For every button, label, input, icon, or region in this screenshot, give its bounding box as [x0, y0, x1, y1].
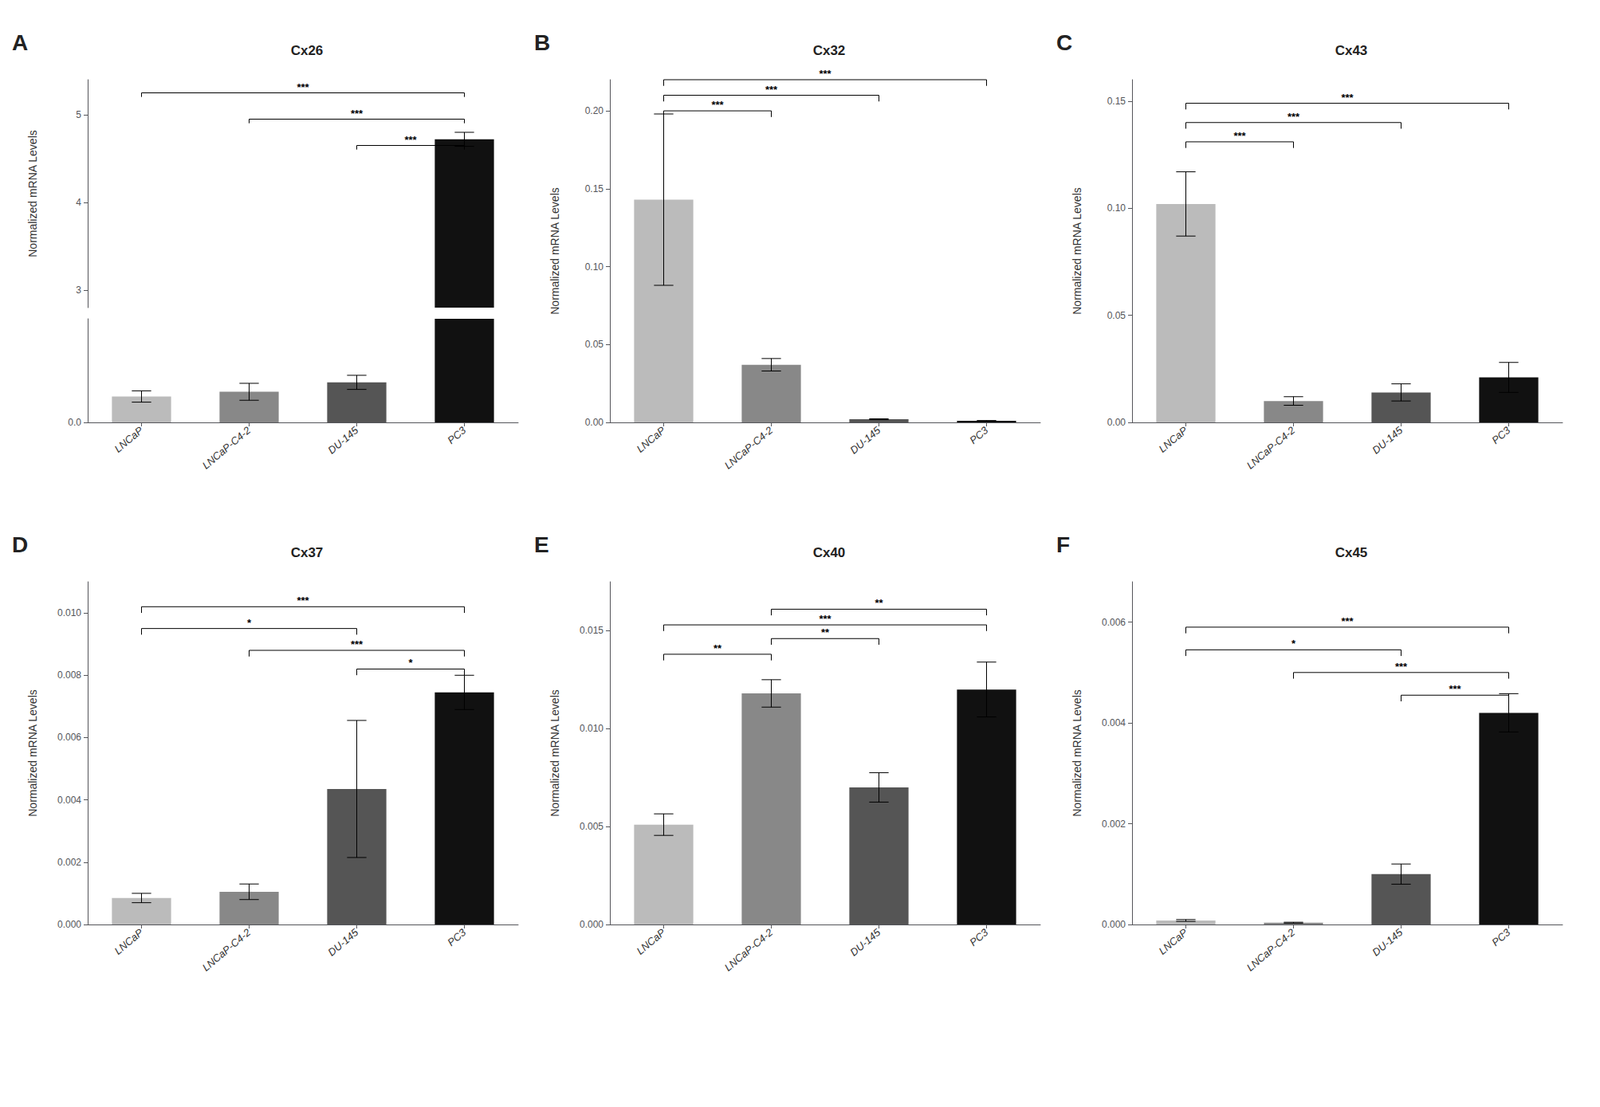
- svg-text:**: **: [821, 626, 830, 639]
- svg-text:DU-145: DU-145: [847, 926, 884, 960]
- svg-text:3: 3: [75, 284, 82, 296]
- svg-text:0.006: 0.006: [1101, 617, 1126, 629]
- svg-text:LNCaP-C4-2: LNCaP-C4-2: [722, 424, 776, 472]
- svg-text:***: ***: [1287, 110, 1301, 123]
- svg-text:Normalized mRNA Levels: Normalized mRNA Levels: [548, 187, 562, 315]
- svg-text:Normalized mRNA Levels: Normalized mRNA Levels: [1070, 689, 1084, 818]
- svg-text:***: ***: [1448, 683, 1462, 696]
- svg-text:DU-145: DU-145: [847, 424, 884, 457]
- svg-text:LNCaP-C4-2: LNCaP-C4-2: [722, 926, 776, 975]
- svg-text:A: A: [11, 30, 28, 56]
- svg-text:0.0: 0.0: [67, 416, 82, 429]
- svg-text:B: B: [534, 30, 551, 56]
- svg-text:***: ***: [350, 107, 364, 120]
- svg-text:0.000: 0.000: [1101, 919, 1126, 931]
- svg-text:***: ***: [765, 83, 779, 96]
- svg-text:PC3: PC3: [967, 424, 991, 447]
- svg-text:E: E: [534, 532, 550, 558]
- svg-text:**: **: [713, 642, 723, 655]
- svg-text:DU-145: DU-145: [325, 424, 362, 457]
- svg-text:**: **: [874, 597, 884, 610]
- svg-text:0.05: 0.05: [1107, 310, 1127, 322]
- svg-text:0.015: 0.015: [579, 625, 604, 637]
- svg-text:Normalized mRNA Levels: Normalized mRNA Levels: [548, 689, 562, 818]
- svg-text:LNCaP-C4-2: LNCaP-C4-2: [1244, 424, 1298, 472]
- svg-text:***: ***: [818, 613, 832, 626]
- svg-text:Cx45: Cx45: [1335, 545, 1369, 561]
- svg-text:0.002: 0.002: [1101, 818, 1126, 830]
- svg-text:Normalized mRNA Levels: Normalized mRNA Levels: [26, 689, 40, 818]
- svg-text:LNCaP: LNCaP: [1156, 926, 1191, 958]
- svg-text:DU-145: DU-145: [1369, 424, 1406, 457]
- svg-text:0.000: 0.000: [57, 919, 82, 931]
- svg-text:***: ***: [296, 594, 310, 607]
- svg-text:Cx32: Cx32: [813, 43, 846, 59]
- svg-text:0.000: 0.000: [579, 919, 604, 931]
- svg-text:*: *: [247, 617, 252, 629]
- svg-text:LNCaP: LNCaP: [634, 424, 669, 456]
- svg-text:***: ***: [350, 638, 364, 651]
- svg-text:LNCaP-C4-2: LNCaP-C4-2: [200, 424, 254, 472]
- svg-text:0.004: 0.004: [1101, 717, 1126, 729]
- svg-text:LNCaP: LNCaP: [634, 926, 669, 958]
- svg-text:DU-145: DU-145: [1369, 926, 1406, 960]
- svg-text:***: ***: [1340, 615, 1354, 628]
- svg-text:PC3: PC3: [1489, 926, 1514, 949]
- svg-text:0.15: 0.15: [1107, 95, 1127, 107]
- svg-text:Cx26: Cx26: [290, 43, 324, 59]
- svg-text:0.20: 0.20: [585, 105, 605, 117]
- svg-text:DU-145: DU-145: [325, 926, 362, 960]
- svg-text:LNCaP: LNCaP: [112, 926, 146, 958]
- svg-text:0.05: 0.05: [585, 338, 605, 350]
- svg-text:0.10: 0.10: [585, 261, 605, 273]
- svg-text:LNCaP-C4-2: LNCaP-C4-2: [1244, 926, 1298, 975]
- svg-text:LNCaP: LNCaP: [1156, 424, 1191, 456]
- svg-text:***: ***: [711, 98, 724, 111]
- svg-text:0.008: 0.008: [57, 669, 82, 681]
- svg-text:0.15: 0.15: [585, 183, 605, 195]
- svg-text:Cx37: Cx37: [290, 545, 324, 561]
- svg-text:0.010: 0.010: [57, 607, 82, 619]
- svg-text:*: *: [1291, 637, 1297, 650]
- svg-text:PC3: PC3: [967, 926, 991, 949]
- svg-text:PC3: PC3: [1489, 424, 1514, 447]
- svg-text:LNCaP: LNCaP: [112, 424, 146, 456]
- svg-text:0.00: 0.00: [585, 416, 605, 429]
- svg-text:5: 5: [75, 109, 82, 121]
- svg-text:*: *: [408, 656, 413, 669]
- svg-text:***: ***: [818, 67, 832, 80]
- svg-text:0.00: 0.00: [1107, 416, 1127, 429]
- svg-text:D: D: [11, 532, 28, 558]
- svg-text:PC3: PC3: [444, 424, 469, 447]
- svg-text:***: ***: [1233, 129, 1247, 142]
- svg-text:F: F: [1056, 532, 1070, 558]
- svg-text:***: ***: [404, 133, 417, 146]
- svg-text:0.006: 0.006: [57, 731, 82, 743]
- svg-text:C: C: [1056, 30, 1073, 56]
- svg-text:PC3: PC3: [444, 926, 469, 949]
- svg-text:***: ***: [1395, 660, 1408, 673]
- svg-text:***: ***: [1340, 91, 1354, 104]
- svg-text:0.002: 0.002: [57, 857, 82, 869]
- svg-text:Normalized mRNA Levels: Normalized mRNA Levels: [26, 129, 40, 258]
- svg-text:0.010: 0.010: [579, 723, 604, 735]
- svg-text:Cx43: Cx43: [1335, 43, 1369, 59]
- svg-text:0.10: 0.10: [1107, 202, 1127, 214]
- svg-text:Cx40: Cx40: [813, 545, 846, 561]
- svg-text:***: ***: [296, 81, 310, 94]
- svg-text:0.004: 0.004: [57, 794, 82, 806]
- svg-text:4: 4: [75, 196, 82, 209]
- svg-text:LNCaP-C4-2: LNCaP-C4-2: [200, 926, 254, 975]
- svg-text:Normalized mRNA Levels: Normalized mRNA Levels: [1070, 187, 1084, 315]
- svg-text:0.005: 0.005: [579, 821, 604, 833]
